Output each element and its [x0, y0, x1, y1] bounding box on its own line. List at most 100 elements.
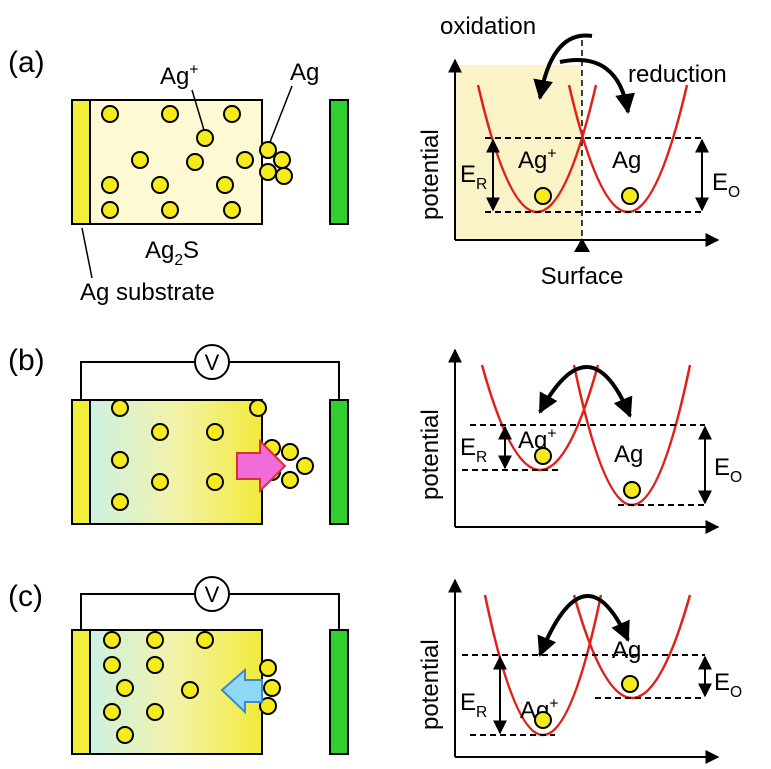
y-axis-label: potential — [417, 409, 444, 500]
oxidation-label: oxidation — [440, 13, 536, 40]
voltmeter-label: V — [205, 350, 220, 375]
silver-atom — [147, 657, 163, 673]
eo-label: EO — [712, 169, 740, 201]
silver-atom — [197, 130, 213, 146]
silver-atom — [162, 106, 178, 122]
er-label: ER — [460, 434, 487, 466]
silver-atom — [102, 202, 118, 218]
silver-atom — [162, 202, 178, 218]
silver-atom — [250, 400, 266, 416]
silver-atom — [117, 680, 133, 696]
silver-atom — [112, 452, 128, 468]
er-label-base: E — [460, 434, 476, 461]
silver-atom — [104, 657, 120, 673]
counter-electrode — [330, 400, 348, 524]
ion-label-sup: + — [547, 425, 556, 442]
er-label-sub: R — [476, 176, 487, 193]
y-axis-label: potential — [417, 639, 444, 730]
silver-atom — [217, 177, 233, 193]
atom-label: Ag — [612, 147, 641, 174]
film-label: Ag2S — [145, 237, 199, 269]
silver-atom — [152, 177, 168, 193]
electrolyte-film — [72, 400, 262, 524]
page: {"panels": [ {"label": "(a)", "cell": {"… — [0, 0, 771, 769]
substrate-label: Ag substrate — [80, 279, 215, 306]
ion-label-base: Ag — [160, 63, 189, 90]
silver-atom — [147, 704, 163, 720]
silver-atom — [276, 168, 292, 184]
silver-atom — [237, 152, 253, 168]
silver-atom — [535, 448, 551, 464]
silver-atom — [102, 177, 118, 193]
ion-label-base: Ag — [518, 147, 547, 174]
panel-label: (a) — [8, 46, 45, 79]
eo-label: EO — [714, 669, 742, 701]
silver-atom — [274, 152, 290, 168]
eo-label: EO — [714, 454, 742, 486]
film-label-base: Ag — [145, 237, 174, 264]
silver-atom — [535, 188, 551, 204]
surface-label: Surface — [541, 263, 624, 290]
er-label-base: E — [460, 161, 476, 188]
y-axis-label: potential — [417, 129, 444, 220]
film-label-sub: 2 — [174, 252, 183, 269]
silver-atom — [260, 142, 276, 158]
silver-atom — [132, 152, 148, 168]
silver-atom — [112, 494, 128, 510]
reduction-label: reduction — [628, 61, 727, 88]
silver-atom — [102, 106, 118, 122]
atom-label: Ag — [614, 441, 643, 468]
ion-label-sup: + — [549, 695, 558, 712]
er-label-sub: R — [476, 449, 487, 466]
atom-label: Ag — [290, 59, 319, 86]
er-label-base: E — [460, 689, 476, 716]
silver-atom — [182, 682, 198, 698]
silver-atom — [117, 727, 133, 743]
eo-label-base: E — [712, 169, 728, 196]
eo-label-sub: O — [730, 684, 742, 701]
silver-atom — [297, 458, 313, 474]
eo-label-sub: O — [728, 184, 740, 201]
silver-atom — [187, 154, 203, 170]
film-label-rest: S — [183, 237, 199, 264]
eo-label-base: E — [714, 669, 730, 696]
silver-atom — [224, 106, 240, 122]
silver-atom — [197, 632, 213, 648]
atom-label: Ag — [612, 637, 641, 664]
counter-electrode — [330, 630, 348, 754]
ag-substrate — [72, 400, 90, 524]
silver-atom — [624, 482, 640, 498]
silver-atom — [622, 676, 638, 692]
silver-atom — [147, 632, 163, 648]
silver-atom — [207, 474, 223, 490]
silver-atom — [264, 680, 280, 696]
ion-label-sup: + — [189, 61, 198, 78]
silver-atom — [152, 424, 168, 440]
pointer-line — [82, 228, 92, 278]
silver-atom — [112, 400, 128, 416]
silver-atom — [282, 472, 298, 488]
silver-atom — [224, 202, 240, 218]
silver-atom — [622, 188, 638, 204]
counter-electrode — [330, 100, 348, 224]
silver-atom — [260, 164, 276, 180]
pointer-line — [270, 86, 292, 142]
silver-atom — [104, 704, 120, 720]
silver-atom — [535, 712, 551, 728]
eo-label-base: E — [714, 454, 730, 481]
er-label: ER — [460, 689, 487, 721]
panel-label: (b) — [8, 344, 45, 377]
ion-label: Ag+ — [160, 61, 198, 90]
ag-substrate — [72, 100, 90, 224]
diagram: (a)Ag+AgAg2SAg substrateSurfaceEREOAg+Ag… — [0, 0, 771, 769]
silver-atom — [152, 474, 168, 490]
silver-atom — [282, 444, 298, 460]
silver-atom — [260, 660, 276, 676]
silver-atom — [207, 424, 223, 440]
voltmeter-label: V — [205, 582, 220, 607]
ag-substrate — [72, 630, 90, 754]
er-label-sub: R — [476, 704, 487, 721]
panel-label: (c) — [8, 580, 43, 613]
silver-atom — [104, 632, 120, 648]
ion-label-sup: + — [547, 145, 556, 162]
